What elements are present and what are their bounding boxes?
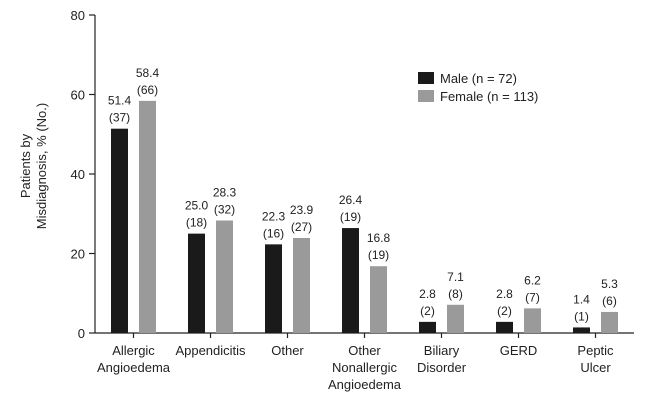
legend-label: Male (n = 72) [440, 71, 517, 86]
legend-swatch [418, 72, 434, 84]
count-label: (16) [263, 226, 284, 240]
bar [139, 100, 156, 333]
value-label: 58.4 [136, 66, 160, 80]
count-label: (2) [420, 304, 435, 318]
value-label: 28.3 [213, 186, 237, 200]
legend-swatch [418, 90, 434, 102]
x-tick-label: Allergic Angioedema [97, 343, 171, 375]
value-label: 22.3 [262, 209, 286, 223]
value-label: 23.9 [290, 203, 314, 217]
y-tick-label: 0 [78, 326, 85, 341]
y-tick-label: 80 [71, 8, 85, 23]
value-label: 7.1 [447, 270, 464, 284]
count-label: (19) [340, 210, 361, 224]
x-tick-label: Other [271, 343, 304, 358]
count-label: (7) [525, 290, 540, 304]
bar [524, 308, 541, 333]
x-tick-label: Peptic Ulcer [577, 343, 614, 375]
value-label: 51.4 [108, 94, 132, 108]
value-label: 16.8 [367, 231, 391, 245]
y-tick-label: 40 [71, 167, 85, 182]
bar [188, 233, 205, 333]
count-label: (2) [497, 304, 512, 318]
bar [342, 228, 359, 333]
bar [265, 244, 282, 333]
bar [573, 327, 590, 333]
bar [419, 321, 436, 333]
legend-label: Female (n = 113) [440, 89, 538, 104]
count-label: (19) [368, 248, 389, 262]
bar [111, 128, 128, 333]
bar [370, 266, 387, 333]
value-label: 5.3 [601, 277, 618, 291]
x-tick-label: Other Nonallergic Angioedema [328, 343, 402, 392]
y-tick-label: 60 [71, 88, 85, 103]
value-label: 2.8 [419, 287, 436, 301]
count-label: (18) [186, 216, 207, 230]
count-label: (8) [448, 287, 463, 301]
y-axis-label: Patients byMisdiagnosis, % (No.) [18, 103, 49, 229]
value-label: 26.4 [339, 193, 363, 207]
bar [601, 311, 618, 333]
count-label: (32) [214, 203, 235, 217]
count-label: (66) [137, 83, 158, 97]
value-label: 6.2 [524, 273, 541, 287]
value-label: 25.0 [185, 199, 209, 213]
count-label: (1) [574, 309, 589, 323]
y-tick-label: 20 [71, 247, 85, 262]
count-label: (37) [109, 111, 130, 125]
bar [496, 321, 513, 333]
x-tick-label: Biliary Disorder [417, 343, 467, 375]
value-label: 1.4 [573, 292, 590, 306]
count-label: (6) [602, 294, 617, 308]
value-label: 2.8 [496, 287, 513, 301]
count-label: (27) [291, 220, 312, 234]
x-tick-label: Appendicitis [175, 343, 246, 358]
x-tick-label: GERD [500, 343, 538, 358]
bar [447, 304, 464, 333]
bar [216, 220, 233, 333]
bar [293, 237, 310, 333]
